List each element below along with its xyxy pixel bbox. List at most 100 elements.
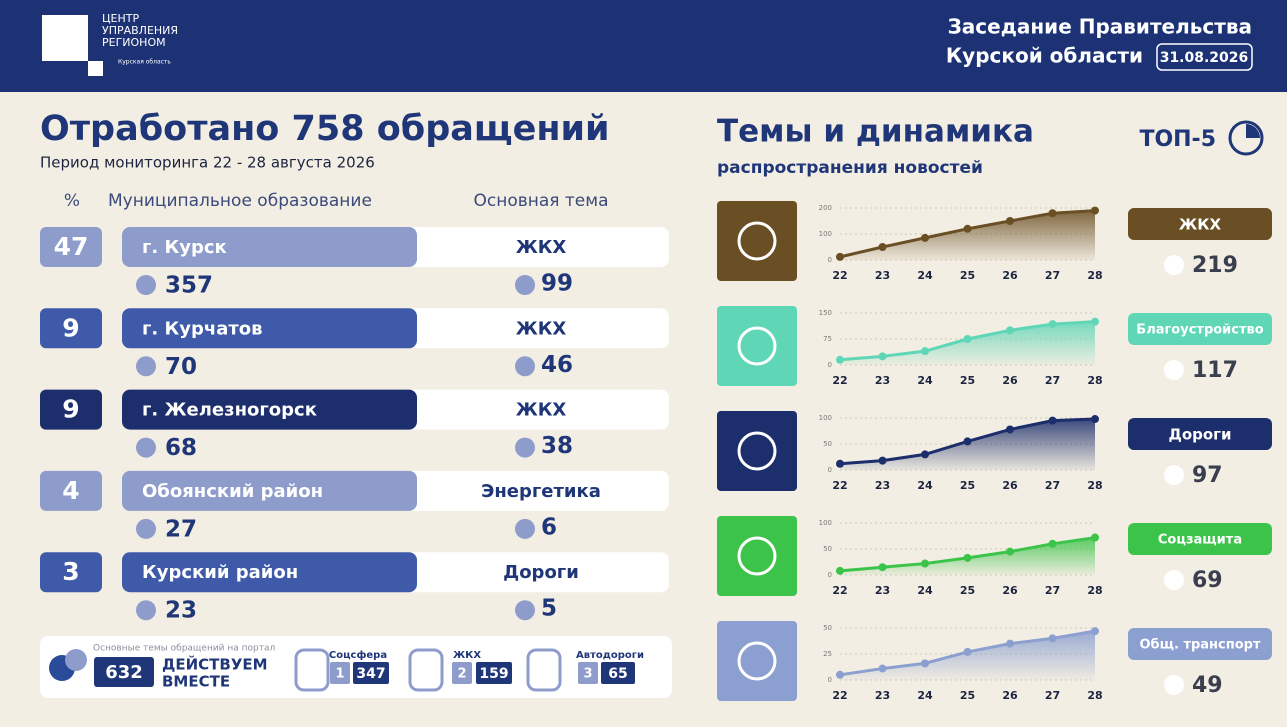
point (1091, 627, 1099, 636)
point (1006, 547, 1014, 556)
topic-label-pill (1128, 523, 1272, 555)
count: 27 (165, 516, 197, 542)
topic-label: Общ. транспорт (1139, 638, 1260, 653)
point (1048, 634, 1057, 643)
count: 68 (165, 435, 197, 461)
point (1006, 639, 1014, 648)
comment-icon (1164, 570, 1184, 590)
y-tick-label: 25 (823, 650, 832, 658)
topic-count: 6 (541, 514, 557, 540)
rank-box (578, 662, 598, 684)
topic-pill (400, 308, 669, 349)
topic-icon (717, 201, 797, 281)
point (836, 670, 844, 679)
x-tick-label: 28 (1087, 374, 1102, 387)
x-tick-label: 22 (832, 689, 847, 702)
y-tick-label: 100 (819, 414, 832, 422)
area (840, 321, 1095, 365)
point (1091, 415, 1099, 424)
item-name: ЖКХ (453, 650, 481, 661)
percent-badge (40, 552, 102, 593)
topic-total: 97 (1192, 463, 1223, 488)
x-tick-label: 26 (1002, 479, 1018, 492)
x-tick-label: 25 (960, 689, 975, 702)
item-rank: 1 (335, 667, 344, 682)
x-tick-label: 27 (1045, 374, 1060, 387)
item-icon (294, 648, 330, 692)
y-tick-label: 200 (819, 204, 832, 212)
comment-icon (1164, 465, 1184, 485)
topic-pill (400, 470, 669, 511)
logo (42, 15, 88, 61)
topic-icon-glyph (737, 431, 777, 471)
y-tick-label: 100 (819, 519, 832, 527)
region: Курская область (118, 59, 171, 66)
y-tick-label: 150 (819, 309, 832, 317)
x-tick-label: 24 (917, 689, 933, 702)
point (1048, 320, 1057, 329)
x-tick-label: 24 (917, 374, 933, 387)
x-tick-label: 28 (1087, 479, 1102, 492)
topic-icon-glyph (737, 641, 777, 681)
point (836, 252, 844, 261)
topic-total: 69 (1192, 568, 1223, 593)
point (1006, 326, 1014, 335)
point (963, 437, 972, 446)
comment-icon (136, 600, 156, 621)
topic-count: 5 (541, 596, 557, 622)
org-name: РЕГИОНОМ (102, 36, 166, 49)
comment-icon (136, 356, 156, 377)
header-band (0, 0, 1287, 92)
x-tick-label: 25 (960, 479, 975, 492)
item-count: 159 (479, 666, 508, 682)
dynamics-subtitle: распространения новостей (717, 158, 983, 178)
topic-count: 38 (541, 433, 573, 459)
point (878, 563, 887, 572)
portal-icon (65, 649, 87, 671)
point (921, 659, 929, 668)
x-tick-label: 22 (832, 584, 847, 597)
x-tick-label: 25 (960, 374, 975, 387)
comment-icon (515, 600, 535, 621)
portal-total: 632 (105, 662, 143, 683)
topic-label: Соцзащита (1158, 533, 1242, 548)
name-pill (122, 389, 417, 430)
top-badge: ТОП-5 (1139, 127, 1216, 152)
count-box (476, 662, 512, 684)
topic-pill (400, 552, 669, 593)
count: 23 (165, 598, 197, 624)
point (836, 355, 844, 364)
y-tick-label: 0 (828, 256, 832, 264)
topic-label-pill (1128, 418, 1272, 450)
count: 357 (165, 273, 213, 299)
point (878, 664, 887, 673)
comment-icon (515, 518, 535, 539)
comment-icon (136, 518, 156, 539)
logo (88, 61, 103, 76)
point (1006, 217, 1014, 225)
pie-icon (1246, 124, 1260, 138)
point (878, 243, 887, 251)
topic-total: 219 (1192, 253, 1238, 278)
point (1048, 416, 1057, 425)
date-box (1156, 43, 1253, 71)
x-tick-label: 25 (960, 269, 975, 282)
comment-icon (515, 437, 535, 458)
topic: ЖКХ (516, 318, 567, 339)
comment-icon (1164, 360, 1184, 380)
count-box (601, 662, 635, 684)
org-name: ЦЕНТР (102, 12, 139, 25)
municipality: г. Курск (142, 237, 227, 258)
item-icon (526, 648, 562, 692)
topic: Дороги (503, 562, 579, 583)
area (840, 210, 1095, 260)
point (836, 459, 844, 468)
name-pill (122, 470, 417, 511)
x-tick-label: 24 (917, 269, 933, 282)
percent: 47 (54, 232, 89, 261)
period: Период мониторинга 22 - 28 августа 2026 (40, 154, 375, 172)
percent-badge (40, 470, 102, 511)
topic-count: 46 (541, 352, 573, 378)
